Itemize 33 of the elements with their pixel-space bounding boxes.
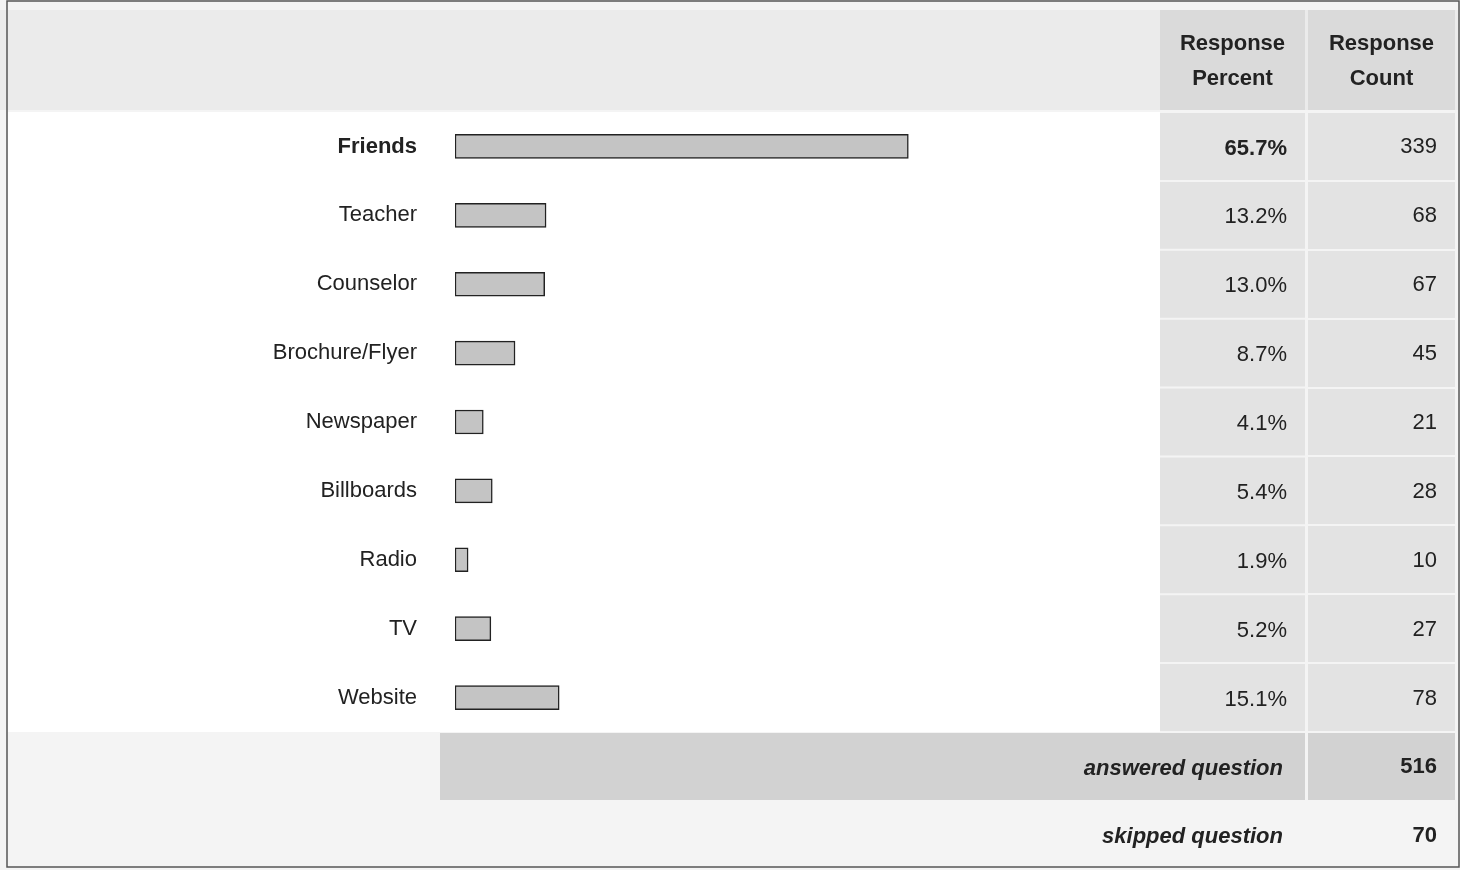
text: 27 xyxy=(1308,595,1455,663)
data-label: 13.0% xyxy=(1224,272,1287,298)
y-tick-label: Brochure/Flyer xyxy=(272,339,417,365)
y-tick-label: Counselor xyxy=(316,270,417,296)
text: 67 xyxy=(1308,250,1455,318)
text: 516 xyxy=(1308,733,1455,800)
y-tick-label: TV xyxy=(388,614,418,640)
text: Response Count xyxy=(1308,10,1455,110)
y-tick-label: Newspaper xyxy=(305,408,417,434)
data-label: 8.7% xyxy=(1236,341,1287,367)
y-tick-label: Radio xyxy=(359,545,417,571)
y-tick-label: Billboards xyxy=(320,476,417,502)
text: 339 xyxy=(1308,113,1455,180)
text: 45 xyxy=(1308,319,1455,387)
text: 78 xyxy=(1308,664,1455,731)
text: 28 xyxy=(1308,457,1455,525)
text: 70 xyxy=(1411,821,1438,850)
data-label: 5.4% xyxy=(1236,478,1287,504)
data-label: 65.7% xyxy=(1224,134,1287,160)
text: skipped question xyxy=(1102,823,1283,849)
data-label: 13.2% xyxy=(1224,203,1287,229)
text: 68 xyxy=(1308,181,1455,249)
text: 21 xyxy=(1308,388,1455,456)
text: 10 xyxy=(1308,526,1455,594)
data-label: 5.2% xyxy=(1236,616,1287,642)
text: answered question xyxy=(1083,754,1283,780)
data-label: 15.1% xyxy=(1224,685,1287,711)
y-tick-label: Teacher xyxy=(338,201,417,227)
data-label: 1.9% xyxy=(1236,547,1287,573)
y-tick-label: Friends xyxy=(337,132,417,158)
text: Response Percent xyxy=(1179,29,1286,90)
y-tick-label: Website xyxy=(337,683,417,709)
data-label: 4.1% xyxy=(1236,410,1287,436)
